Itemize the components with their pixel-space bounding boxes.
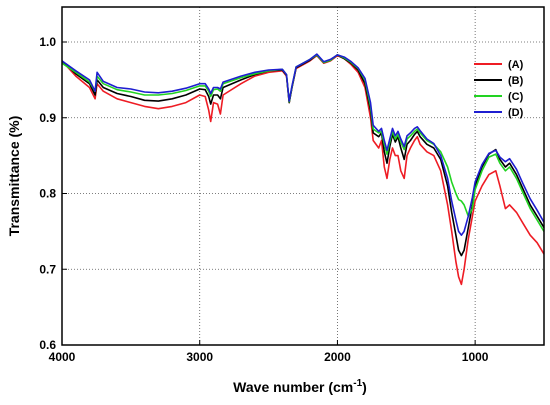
legend-label-3: (C) <box>508 91 524 103</box>
series-lines <box>61 53 545 286</box>
series-line-2 <box>61 54 545 257</box>
series-line-1 <box>61 54 545 286</box>
x-tick-label: 4000 <box>49 350 76 364</box>
x-axis-title: Wave number (cm-1) <box>233 378 367 395</box>
tick-labels: 4000 3000 2000 1000 0.6 0.7 0.8 0.9 1.0 <box>39 35 489 364</box>
axis-ticks <box>61 41 476 346</box>
legend-label-1: (A) <box>508 59 524 71</box>
y-tick-label: 0.8 <box>39 187 56 201</box>
x-axis-title-end: ) <box>362 379 367 395</box>
plot-frame <box>61 6 545 346</box>
x-tick-label: 1000 <box>462 350 489 364</box>
x-axis-title-superscript: -1 <box>353 378 362 389</box>
y-axis-title: Transmittance (%) <box>6 116 22 237</box>
y-tick-label: 1.0 <box>39 35 56 49</box>
y-tick-label: 0.6 <box>39 338 56 352</box>
x-axis-title-main: Wave number (cm <box>233 379 353 395</box>
gridlines <box>62 7 544 345</box>
y-tick-label: 0.7 <box>39 262 56 276</box>
legend: (A) (B) (C) (D) <box>474 59 524 119</box>
x-tick-label: 2000 <box>324 350 351 364</box>
y-tick-label: 0.9 <box>39 111 56 125</box>
series-line-4 <box>61 53 545 236</box>
x-tick-label: 3000 <box>186 350 213 364</box>
legend-label-4: (D) <box>508 107 524 119</box>
legend-label-2: (B) <box>508 75 524 87</box>
